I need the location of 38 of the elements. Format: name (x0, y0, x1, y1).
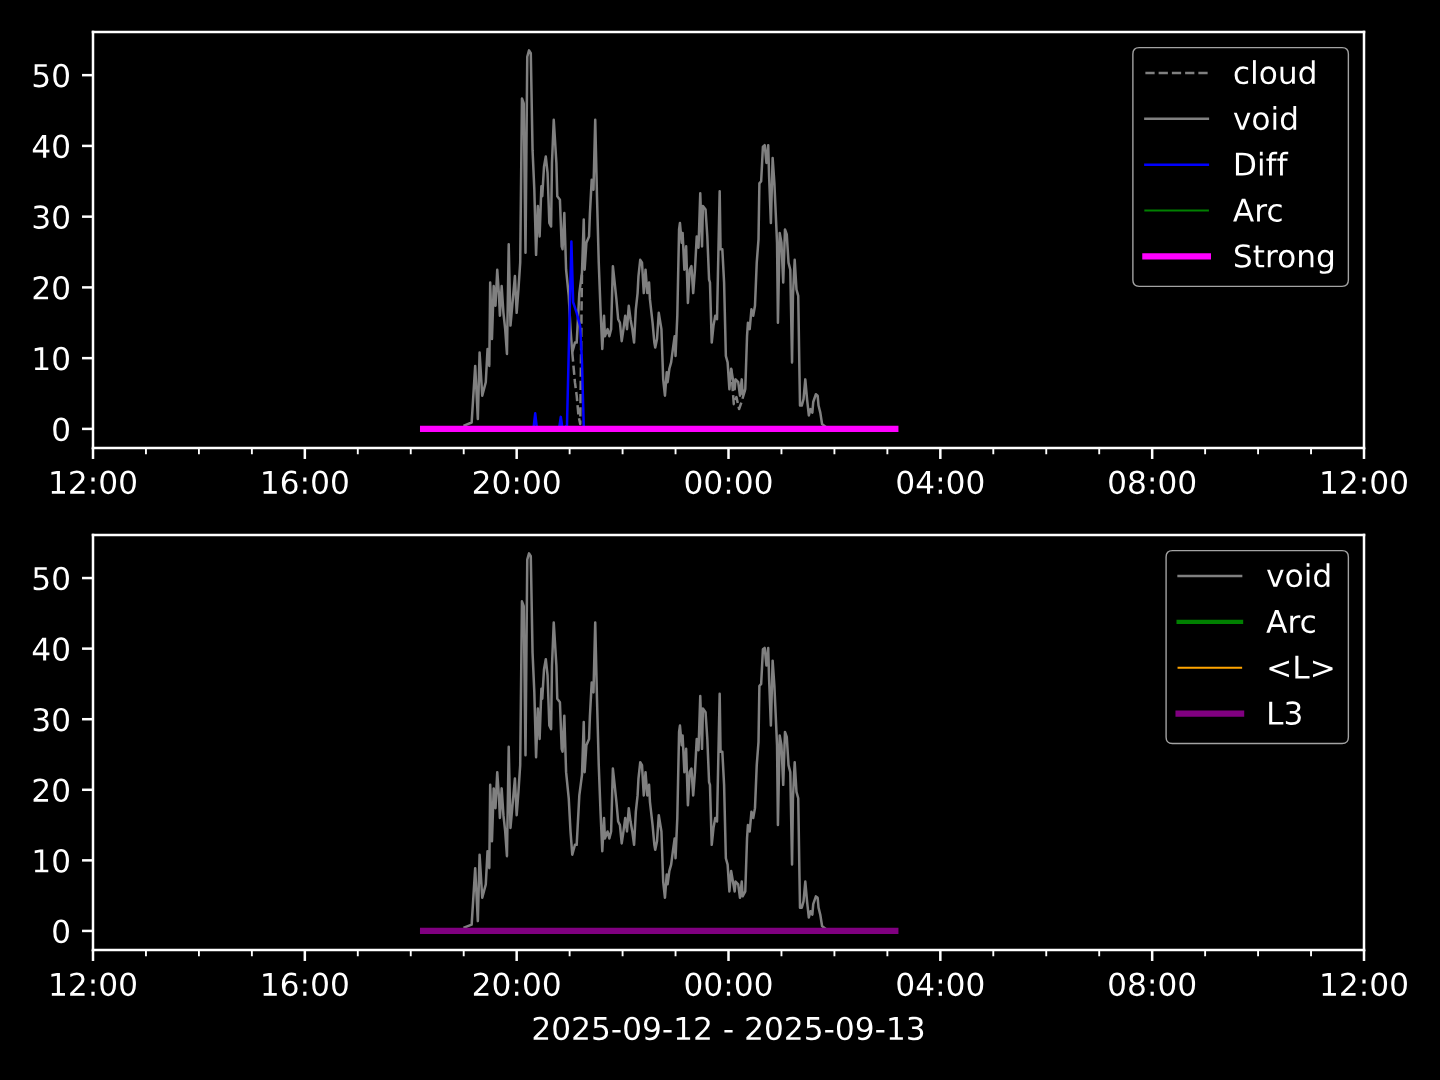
x-tick-label: 04:00 (897, 470, 984, 495)
x-tick-label: 20:00 (473, 972, 560, 997)
x-tick-label: 04:00 (897, 972, 984, 997)
y-tick-label: 40 (32, 134, 69, 159)
x-tick-label: 08:00 (1109, 972, 1196, 997)
legend-label: cloud (1234, 60, 1315, 85)
line-series (463, 49, 828, 429)
line-series (463, 552, 828, 931)
legend-label: void (1267, 563, 1330, 588)
x-tick-label: 16:00 (263, 470, 348, 495)
y-tick-label: 10 (34, 346, 69, 371)
x-tick-label: 00:00 (685, 470, 772, 495)
legend-label: L3 (1269, 701, 1301, 725)
x-tick-label: 20:00 (473, 470, 560, 495)
x-tick-label: 00:00 (685, 972, 772, 997)
y-tick-label: 20 (33, 778, 69, 803)
y-tick-label: 50 (33, 63, 69, 88)
y-tick-label: 40 (32, 637, 69, 661)
x-tick-label: 12:00 (1322, 470, 1407, 495)
x-tick-label: 12:00 (51, 972, 136, 997)
y-tick-label: 10 (34, 849, 69, 873)
x-axis-title: 2025-09-12 - 2025-09-13 (533, 1016, 924, 1041)
x-tick-label: 12:00 (51, 470, 136, 495)
y-tick-label: 30 (33, 205, 69, 229)
legend-label: <L> (1269, 655, 1333, 679)
y-tick-label: 30 (33, 707, 69, 732)
legend-label: Strong (1234, 244, 1334, 274)
y-tick-label: 0 (53, 417, 69, 442)
legend-label: Diff (1235, 151, 1289, 176)
x-tick-label: 16:00 (263, 972, 348, 997)
y-tick-label: 0 (53, 919, 69, 944)
legend-label: Arc (1233, 198, 1282, 222)
x-tick-label: 12:00 (1322, 972, 1407, 997)
x-tick-label: 08:00 (1109, 470, 1196, 495)
legend-label: Arc (1266, 609, 1315, 634)
y-tick-label: 50 (33, 566, 69, 591)
y-tick-label: 20 (33, 276, 69, 300)
legend-label: void (1233, 105, 1297, 131)
